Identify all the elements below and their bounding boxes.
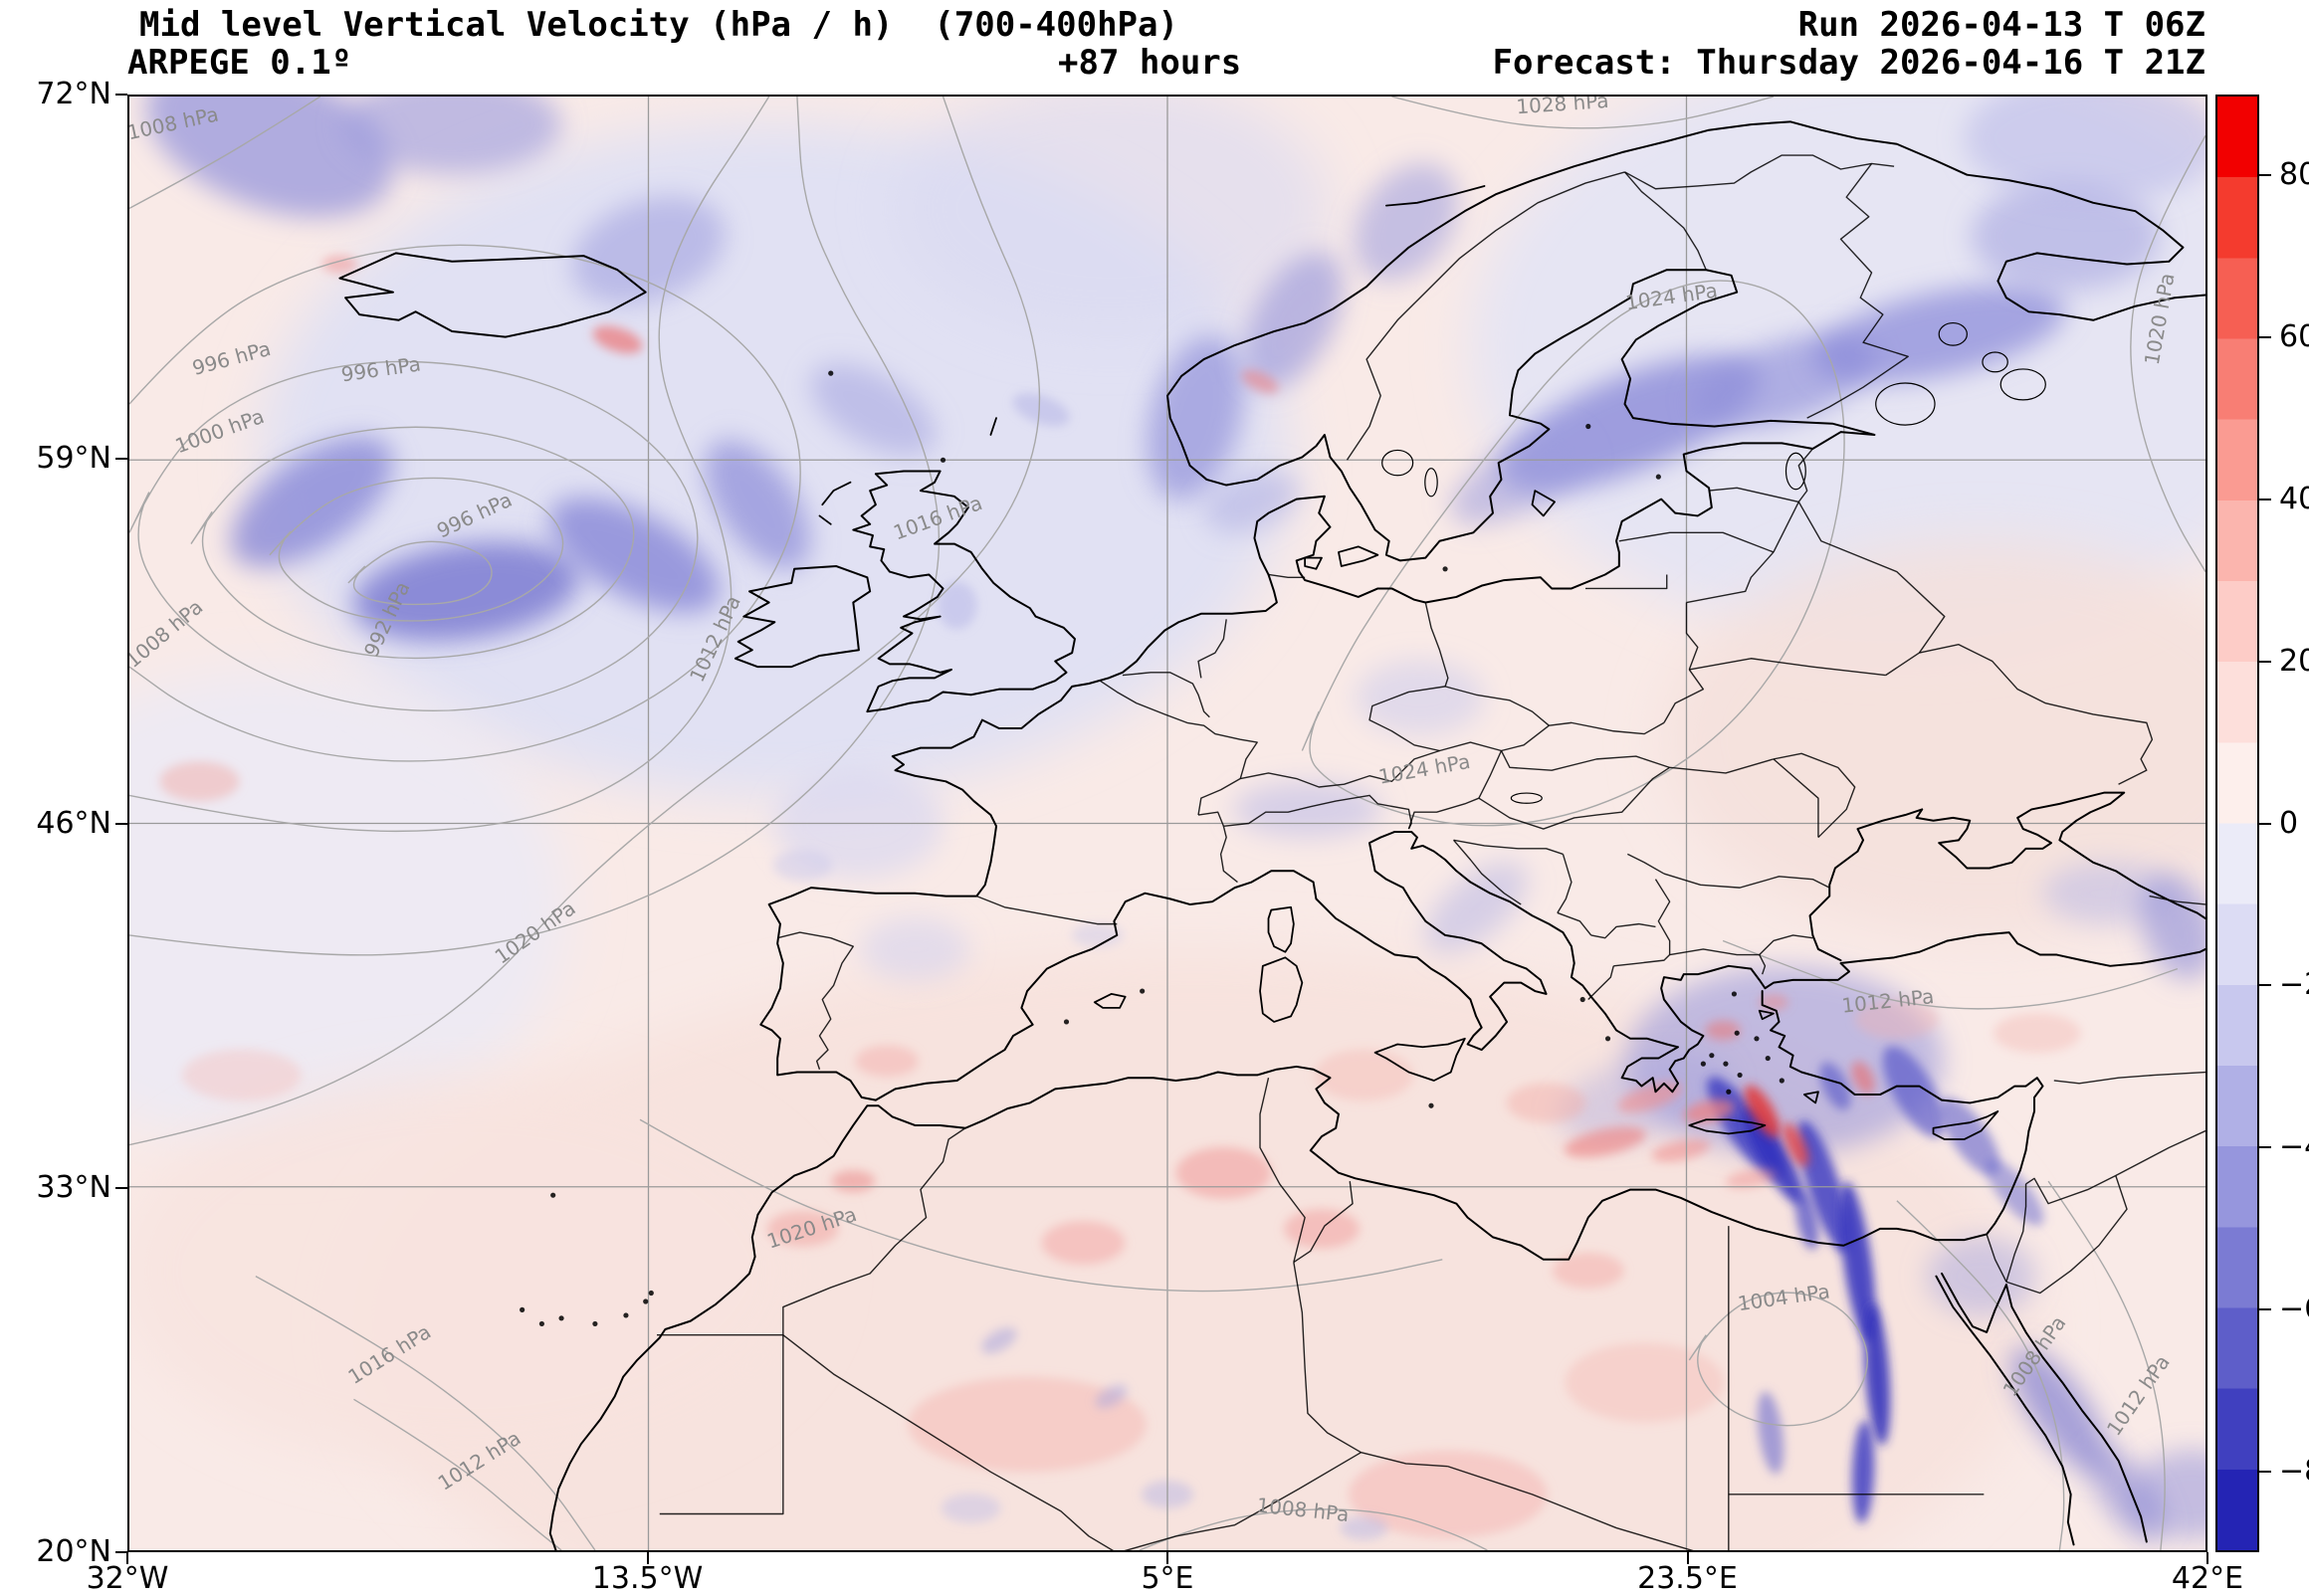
lat-tick-label: 20°N	[36, 1534, 111, 1569]
lon-tick-label: 23.5°E	[1637, 1561, 1738, 1596]
axis-tick-y	[115, 822, 127, 825]
colorbar-tick-label: 40	[2279, 481, 2309, 516]
colorbar-tick-label: −40	[2279, 1129, 2309, 1165]
colorbar-tick-label: 80	[2279, 157, 2309, 193]
colorbar-tick	[2259, 660, 2271, 663]
colorbar-tick	[2259, 336, 2271, 339]
forecast-label: Forecast: Thursday 2026-04-16 T 21Z	[1492, 43, 2205, 83]
colorbar	[2215, 95, 2259, 1552]
isobar-layer	[129, 97, 2205, 1550]
colorbar-tick-label: 20	[2279, 643, 2309, 679]
lon-tick-label: 32°W	[86, 1561, 169, 1596]
colorbar-tick	[2259, 984, 2271, 987]
colorbar-tick	[2259, 1470, 2271, 1473]
axis-tick-x	[1686, 1552, 1689, 1564]
gridline-layer	[129, 97, 2205, 1550]
map-plot-area: 1008 hPa 996 hPa 996 hPa 1000 hPa 996 hPa 992…	[127, 95, 2207, 1552]
isobar-label: 1028 hPa	[1516, 97, 1610, 118]
colorbar-tick-label: 0	[2279, 805, 2299, 841]
coastline-layer	[338, 120, 2205, 1550]
lead-time-label: +87 hours	[1058, 43, 1242, 83]
border-layer	[656, 154, 2205, 1550]
model-label: ARPEGE 0.1º	[127, 43, 352, 83]
colorbar-tick-label: −60	[2279, 1291, 2309, 1326]
axis-tick-x	[2206, 1552, 2208, 1564]
axis-tick-y	[115, 458, 127, 461]
axis-tick-y	[115, 1551, 127, 1553]
run-label: Run 2026-04-13 T 06Z	[1797, 5, 2205, 45]
colorbar-tick-label: 60	[2279, 319, 2309, 355]
lon-tick-label: 42°E	[2171, 1561, 2244, 1596]
lon-tick-label: 5°E	[1141, 1561, 1194, 1596]
axis-tick-x	[646, 1552, 649, 1564]
lat-tick-label: 46°N	[36, 805, 111, 841]
page-title: Mid level Vertical Velocity (hPa / h) (7…	[139, 5, 1178, 45]
colorbar-tick	[2259, 1307, 2271, 1310]
colorbar-tick	[2259, 1146, 2271, 1149]
axis-tick-y	[115, 94, 127, 96]
lat-tick-label: 59°N	[36, 441, 111, 477]
colorbar-tick-label: −20	[2279, 967, 2309, 1003]
lat-tick-label: 33°N	[36, 1169, 111, 1205]
lon-tick-label: 13.5°W	[591, 1561, 704, 1596]
colorbar-tick-label: −80	[2279, 1453, 2309, 1489]
velocity-field-layer	[129, 97, 2205, 1550]
colorbar-tick	[2259, 174, 2271, 177]
colorbar-tick	[2259, 822, 2271, 825]
axis-tick-x	[126, 1552, 128, 1564]
axis-tick-x	[1166, 1552, 1168, 1564]
axis-tick-y	[115, 1186, 127, 1189]
lake-layer	[1381, 321, 2046, 804]
lat-tick-label: 72°N	[36, 77, 111, 111]
colorbar-tick	[2259, 498, 2271, 500]
